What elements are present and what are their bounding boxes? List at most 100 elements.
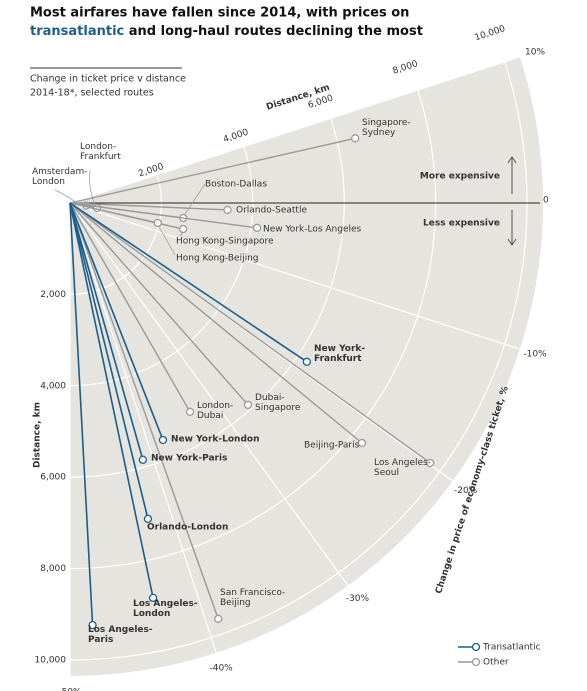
route-dot	[138, 455, 147, 464]
leader-line	[184, 183, 206, 215]
plot-background	[70, 56, 543, 676]
arrow	[507, 156, 517, 194]
theta-tick-label: -40%	[209, 664, 233, 674]
grid-spoke	[69, 202, 521, 350]
route-label: London-Frankfurt	[80, 142, 121, 162]
route-label: Hong Kong-Singapore	[176, 237, 274, 247]
route-label-line: Frankfurt	[314, 354, 362, 364]
route-dot	[243, 400, 253, 410]
theta-tick-label: -10%	[523, 350, 547, 360]
legend-label: Other	[483, 658, 509, 668]
subtitle: Change in ticket price v distance	[30, 74, 186, 85]
route-label: Dubai-Singapore	[255, 393, 301, 413]
route-line	[69, 202, 158, 224]
r-tick-label: 8,000	[392, 59, 420, 77]
route-line	[69, 202, 149, 520]
grid-spoke	[69, 202, 349, 587]
route-label-line: Sydney	[362, 128, 396, 138]
route-line	[69, 202, 94, 626]
route-dot	[88, 620, 97, 630]
route-label-line: Singapore-	[362, 118, 411, 128]
route-label: Amsterdam-London	[32, 167, 87, 187]
route-label-line: Paris	[88, 635, 113, 645]
subtitle: 2014-18*, selected routes	[30, 88, 154, 99]
route-label-line: Dubai	[197, 411, 223, 421]
route-line	[69, 202, 363, 444]
route-dot	[143, 514, 153, 524]
legend-label: Transatlantic	[482, 643, 541, 653]
route-label: Orlando-Seattle	[236, 206, 307, 216]
route-dot	[214, 614, 223, 623]
route-label: Hong Kong-Beijing	[176, 254, 259, 264]
route-dot	[357, 438, 367, 448]
title-rest: and long-haul routes declining the most	[124, 24, 423, 39]
route-dot	[223, 205, 232, 215]
r-axis-title: Distance, km	[33, 402, 43, 468]
route-label-line: London	[133, 609, 170, 619]
route-label-line: Los Angeles-	[374, 458, 431, 468]
route-line	[69, 202, 219, 620]
route-label-line: London-	[197, 401, 233, 411]
route-dot	[185, 407, 195, 416]
route-dot	[302, 357, 312, 366]
chart-title: Most airfares have fallen since 2014, wi…	[30, 6, 409, 21]
route-line	[69, 202, 249, 406]
chart-title: transatlantic and long-haul routes decli…	[30, 24, 423, 39]
legend-swatch	[471, 657, 481, 667]
route-dot	[426, 458, 435, 468]
annotation: More expensive	[420, 172, 500, 182]
route-label: Boston-Dallas	[205, 180, 267, 190]
route-label-line: New York-	[314, 344, 365, 354]
route-line	[69, 202, 154, 599]
r-tick-label: 10,000	[35, 656, 67, 666]
route-dot	[148, 593, 158, 603]
route-dot	[153, 218, 162, 228]
route-dot	[252, 223, 262, 232]
route-label-line: Dubai-	[255, 393, 285, 403]
r-tick-label: 4,000	[222, 128, 250, 146]
route-label: San Francisco-Beijing	[220, 588, 285, 608]
r-tick-label: 6,000	[40, 473, 66, 483]
route-dot	[351, 134, 360, 143]
route-label: Los Angeles-London	[133, 599, 198, 619]
route-label: Orlando-London	[147, 523, 228, 533]
route-label: Los Angeles-Paris	[88, 625, 153, 645]
route-line	[69, 202, 144, 460]
route-label-line: Amsterdam-	[32, 167, 87, 177]
theta-tick-label: -30%	[346, 594, 370, 604]
route-line	[69, 202, 308, 363]
route-label-line: Los Angeles-	[133, 599, 198, 609]
r-tick-label: 8,000	[40, 564, 66, 574]
route-line	[69, 137, 356, 204]
r-tick-label: 2,000	[40, 290, 66, 300]
arrow	[507, 210, 517, 246]
theta-tick-label: -50%	[58, 687, 82, 691]
grid-spoke	[69, 202, 217, 654]
route-dot	[178, 224, 188, 234]
r-tick-label: 4,000	[40, 381, 66, 391]
annotation: Less expensive	[423, 219, 500, 229]
route-label-line: London	[32, 177, 65, 187]
title-highlight: transatlantic	[30, 24, 124, 39]
theta-tick-label: 10%	[525, 47, 545, 57]
route-label-line: Los Angeles-	[88, 625, 153, 635]
route-line	[69, 202, 228, 211]
route-dot	[158, 435, 168, 445]
r-tick-label: 10,000	[474, 24, 507, 43]
route-label: New York-Los Angeles	[263, 225, 362, 235]
route-label: London-Dubai	[197, 401, 233, 421]
route-label-line: Beijing	[220, 598, 251, 608]
grid-spoke	[69, 56, 521, 204]
route-label-line: London-	[80, 142, 116, 152]
route-label-line: San Francisco-	[220, 588, 285, 598]
route-line	[69, 202, 191, 413]
route-label: New York-London	[171, 435, 259, 445]
theta-tick-label: -20%	[454, 486, 478, 496]
route-label-line: Frankfurt	[80, 152, 121, 162]
route-label: New York-Frankfurt	[314, 344, 365, 364]
route-label: Singapore-Sydney	[362, 118, 411, 138]
route-line	[69, 202, 164, 441]
route-label: New York-Paris	[151, 454, 227, 464]
route-line	[69, 202, 431, 464]
